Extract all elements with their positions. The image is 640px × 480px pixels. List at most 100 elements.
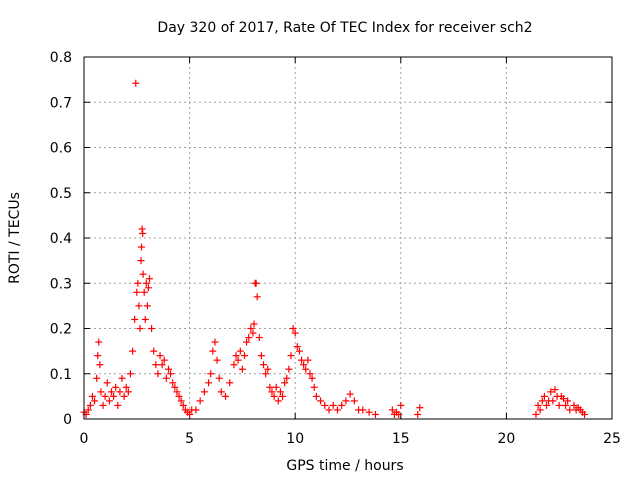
data-point	[538, 397, 546, 405]
data-point	[148, 325, 156, 332]
data-point	[247, 325, 255, 332]
data-point	[179, 401, 187, 409]
data-point	[236, 347, 244, 355]
data-point	[91, 397, 99, 405]
data-point	[285, 365, 293, 373]
data-point	[581, 410, 589, 418]
data-point	[134, 279, 142, 287]
data-point	[365, 408, 373, 416]
data-point	[287, 352, 295, 360]
data-point	[152, 361, 160, 369]
data-point	[175, 392, 183, 400]
data-point	[129, 347, 137, 355]
data-point	[126, 370, 134, 378]
data-point	[222, 392, 230, 400]
data-point	[173, 388, 181, 396]
data-point	[274, 397, 282, 405]
data-point	[139, 229, 147, 237]
data-point	[570, 401, 578, 409]
data-point	[302, 365, 310, 373]
y-tick-label: 0.3	[50, 276, 72, 292]
y-tick-label: 0	[63, 412, 72, 428]
x-tick-label: 0	[80, 431, 89, 447]
data-point	[249, 329, 257, 337]
data-point	[312, 392, 320, 400]
data-point	[388, 406, 396, 414]
data-point	[293, 343, 301, 351]
data-point	[138, 225, 146, 233]
y-tick-label: 0.7	[50, 95, 72, 111]
data-point	[549, 397, 557, 405]
data-point	[272, 383, 280, 391]
data-point	[167, 370, 175, 378]
x-tick-label: 15	[392, 431, 410, 447]
data-point	[276, 388, 284, 396]
data-point	[232, 352, 240, 360]
data-point	[562, 401, 570, 409]
data-point	[252, 279, 260, 287]
x-axis-label: GPS time / hours	[286, 458, 403, 474]
data-point	[143, 302, 151, 310]
data-point	[112, 383, 120, 391]
data-point	[110, 392, 118, 400]
data-point	[304, 356, 312, 364]
data-point	[142, 279, 150, 287]
data-point	[160, 356, 168, 364]
data-point	[207, 370, 215, 378]
data-point	[414, 410, 422, 418]
data-point	[120, 392, 128, 400]
data-point	[114, 401, 122, 409]
data-point	[241, 352, 249, 360]
data-point	[93, 374, 101, 382]
y-tick-label: 0.2	[50, 322, 72, 338]
x-tick-label: 10	[286, 431, 304, 447]
data-point	[213, 356, 221, 364]
data-point	[281, 379, 289, 387]
data-point	[132, 79, 140, 87]
data-point	[291, 329, 299, 337]
data-point	[105, 397, 113, 405]
data-point	[139, 270, 147, 278]
data-point	[215, 374, 223, 382]
y-tick-label: 0.5	[50, 186, 72, 202]
data-point	[253, 293, 261, 301]
data-point	[141, 315, 149, 323]
data-point	[543, 401, 551, 409]
data-point	[196, 397, 204, 405]
data-point	[177, 397, 185, 405]
data-point	[234, 356, 242, 364]
data-point	[86, 401, 94, 409]
data-point	[346, 390, 354, 398]
data-point	[238, 365, 246, 373]
data-point	[156, 352, 164, 360]
data-point	[158, 361, 166, 369]
data-point	[245, 334, 253, 342]
data-point	[283, 374, 291, 382]
data-point	[205, 379, 213, 387]
data-point	[295, 347, 303, 355]
data-point	[264, 365, 272, 373]
y-tick-label: 0.6	[50, 141, 72, 157]
data-point	[317, 397, 325, 405]
data-point	[135, 302, 143, 310]
data-point	[217, 388, 225, 396]
data-point	[88, 392, 96, 400]
data-point	[186, 410, 194, 418]
data-point	[95, 338, 103, 346]
data-point	[325, 406, 333, 414]
data-point	[532, 410, 540, 418]
data-point	[243, 338, 251, 346]
data-point	[171, 383, 179, 391]
data-point	[342, 397, 350, 405]
data-point	[211, 338, 219, 346]
y-tick-label: 0.4	[50, 231, 72, 247]
data-point	[133, 288, 141, 296]
data-point	[164, 365, 172, 373]
data-point	[118, 374, 126, 382]
data-point	[144, 284, 152, 292]
data-point	[540, 392, 548, 400]
data-point	[226, 379, 234, 387]
data-point	[310, 383, 318, 391]
data-point	[536, 406, 544, 414]
